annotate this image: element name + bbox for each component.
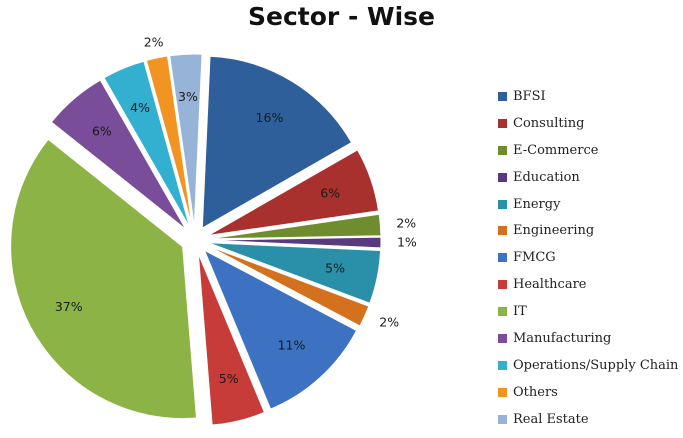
pie-slice-e-commerce bbox=[208, 213, 382, 240]
legend-swatch-healthcare bbox=[498, 280, 507, 290]
legend-label-fmcg: FMCG bbox=[513, 250, 556, 266]
legend-item-energy: Energy bbox=[498, 191, 678, 218]
chart-legend: BFSI Consulting E-Commerce Education Energy E… bbox=[498, 83, 678, 433]
legend-swatch-energy bbox=[498, 199, 507, 209]
legend-item-education: Education bbox=[498, 164, 678, 191]
legend-label-education: Education bbox=[513, 169, 580, 185]
legend-item-e-commerce: E-Commerce bbox=[498, 137, 678, 164]
legend-label-others: Others bbox=[513, 384, 558, 400]
legend-label-engineering: Engineering bbox=[513, 223, 595, 239]
legend-swatch-e-commerce bbox=[498, 145, 507, 155]
legend-item-engineering: Engineering bbox=[498, 217, 678, 244]
pie-slice-operations-supply-chain bbox=[103, 60, 191, 228]
legend-item-bfsi: BFSI bbox=[498, 83, 678, 110]
legend-item-it: IT bbox=[498, 298, 678, 325]
legend-item-consulting: Consulting bbox=[498, 110, 678, 137]
slice-label-real-estate: 3% bbox=[178, 89, 198, 104]
pie-slice-manufacturing bbox=[50, 79, 187, 230]
pie-slice-energy bbox=[208, 242, 382, 304]
legend-item-others: Others bbox=[498, 379, 678, 406]
legend-swatch-consulting bbox=[498, 118, 507, 128]
pie-slice-bfsi bbox=[201, 55, 353, 229]
slice-label-engineering: 2% bbox=[379, 315, 399, 330]
legend-item-real-estate: Real Estate bbox=[498, 406, 678, 433]
legend-item-manufacturing: Manufacturing bbox=[498, 325, 678, 352]
legend-swatch-bfsi bbox=[498, 91, 507, 101]
slice-label-bfsi: 16% bbox=[256, 110, 284, 125]
legend-item-fmcg: FMCG bbox=[498, 244, 678, 271]
legend-label-energy: Energy bbox=[513, 196, 561, 212]
legend-label-manufacturing: Manufacturing bbox=[513, 330, 612, 346]
legend-label-bfsi: BFSI bbox=[513, 88, 546, 104]
slice-label-operations-supply-chain: 4% bbox=[130, 100, 150, 115]
legend-swatch-education bbox=[498, 172, 507, 182]
legend-label-consulting: Consulting bbox=[513, 115, 585, 131]
slice-label-e-commerce: 2% bbox=[396, 216, 416, 231]
legend-swatch-others bbox=[498, 387, 507, 397]
pie-slice-it bbox=[10, 138, 198, 420]
legend-swatch-fmcg bbox=[498, 253, 507, 263]
legend-swatch-manufacturing bbox=[498, 333, 507, 343]
legend-label-operations-supply-chain: Operations/Supply Chain bbox=[513, 357, 679, 373]
slice-label-it: 37% bbox=[55, 299, 83, 314]
legend-swatch-engineering bbox=[498, 226, 507, 236]
pie-slice-real-estate bbox=[169, 53, 203, 227]
pie-slice-engineering bbox=[207, 245, 370, 327]
slice-label-others: 2% bbox=[144, 34, 164, 49]
legend-label-healthcare: Healthcare bbox=[513, 277, 587, 293]
pie-slice-fmcg bbox=[203, 249, 358, 410]
pie-slice-others bbox=[145, 55, 193, 227]
legend-label-it: IT bbox=[513, 304, 527, 320]
slice-label-healthcare: 5% bbox=[219, 371, 239, 386]
slice-label-consulting: 6% bbox=[320, 185, 340, 200]
slice-label-fmcg: 11% bbox=[278, 338, 306, 353]
legend-item-healthcare: Healthcare bbox=[498, 271, 678, 298]
pie-slice-education bbox=[208, 236, 382, 249]
pie-slice-healthcare bbox=[197, 253, 266, 426]
slice-label-education: 1% bbox=[397, 235, 417, 250]
pie-slice-consulting bbox=[207, 149, 380, 236]
legend-item-operations-supply-chain: Operations/Supply Chain bbox=[498, 352, 678, 379]
slice-label-energy: 5% bbox=[325, 261, 345, 276]
chart-title: Sector - Wise bbox=[248, 2, 435, 31]
legend-swatch-operations-supply-chain bbox=[498, 360, 507, 370]
legend-swatch-real-estate bbox=[498, 414, 507, 424]
legend-label-e-commerce: E-Commerce bbox=[513, 142, 599, 158]
slice-label-manufacturing: 6% bbox=[92, 123, 112, 138]
legend-label-real-estate: Real Estate bbox=[513, 411, 589, 427]
legend-swatch-it bbox=[498, 307, 507, 317]
